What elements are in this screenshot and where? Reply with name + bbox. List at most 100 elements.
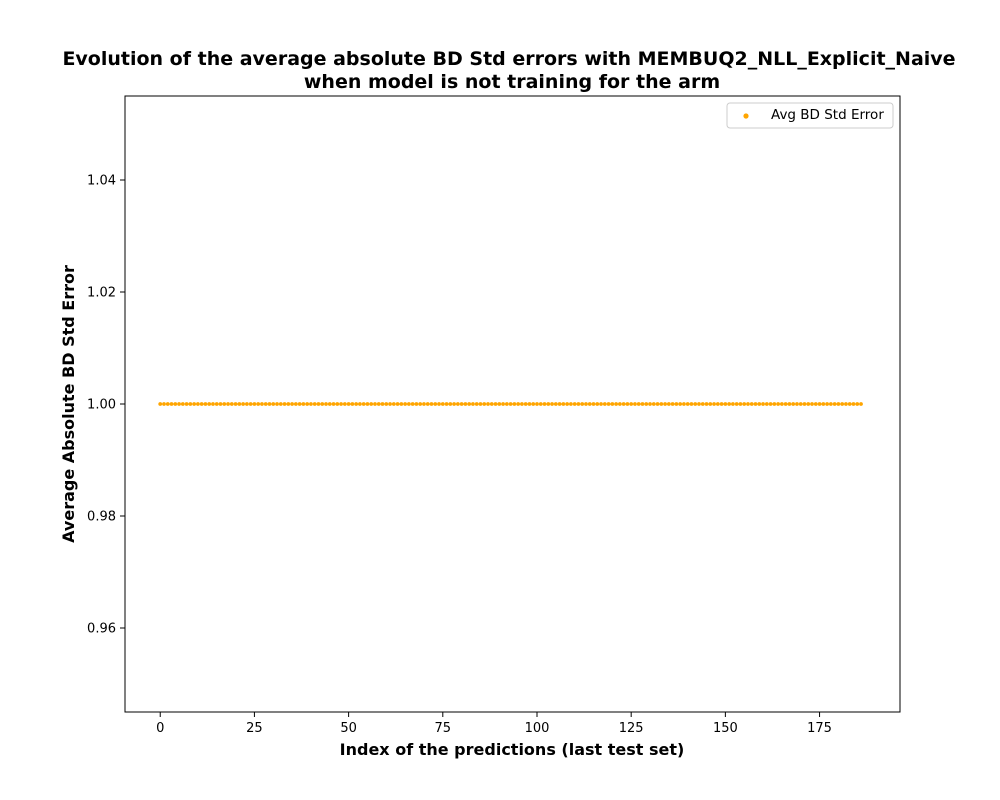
scatter-point xyxy=(361,402,366,406)
scatter-point xyxy=(388,402,392,406)
scatter-point xyxy=(550,402,554,406)
scatter-point xyxy=(331,402,336,406)
scatter-point xyxy=(218,402,223,406)
scatter-point xyxy=(599,402,603,406)
scatter-point xyxy=(655,402,660,406)
scatter-point xyxy=(825,402,829,406)
scatter-point xyxy=(293,402,298,406)
scatter-point xyxy=(425,402,430,406)
y-axis-ticks: 0.96 0.98 1.00 1.02 1.04 xyxy=(87,174,125,637)
scatter-point xyxy=(512,402,517,406)
scatter-point xyxy=(339,402,343,406)
scatter-point xyxy=(689,402,694,406)
scatter-point xyxy=(708,402,713,406)
scatter-point xyxy=(538,402,543,406)
legend-box xyxy=(726,102,894,129)
scatter-point xyxy=(244,402,249,406)
scatter-point xyxy=(810,402,814,406)
x-tick-label: 25 xyxy=(246,721,263,736)
scatter-point xyxy=(821,402,826,406)
scatter-point xyxy=(859,402,863,406)
scatter-point xyxy=(448,402,453,406)
scatter-point xyxy=(783,402,788,406)
scatter-point xyxy=(836,402,841,406)
scatter-point xyxy=(738,402,743,406)
scatter-point xyxy=(429,402,434,406)
scatter-point xyxy=(855,402,860,406)
scatter-point xyxy=(828,402,833,406)
chart-title-line-1: Evolution of the average absolute BD Std… xyxy=(62,48,955,70)
scatter-point xyxy=(764,402,769,406)
scatter-point xyxy=(478,402,483,406)
scatter-point xyxy=(727,402,732,406)
scatter-point xyxy=(316,402,321,406)
scatter-point xyxy=(761,402,765,406)
scatter-point xyxy=(177,402,181,406)
scatter-point xyxy=(493,402,498,406)
scatter-point xyxy=(535,402,539,406)
scatter-point xyxy=(241,402,246,406)
scatter-point xyxy=(629,402,634,406)
scatter-point xyxy=(459,402,464,406)
scatter-point xyxy=(437,402,441,406)
scatter-point xyxy=(723,402,728,406)
scatter-point xyxy=(644,402,649,406)
scatter-point xyxy=(697,402,701,406)
scatter-point xyxy=(271,402,276,406)
scatter-point xyxy=(474,402,479,406)
scatter-point xyxy=(312,402,317,406)
scatter-point xyxy=(214,402,219,406)
scatter-point xyxy=(757,402,762,406)
scatter-point xyxy=(663,402,667,406)
scatter-point xyxy=(731,402,735,406)
scatter-point xyxy=(278,402,283,406)
scatter-point xyxy=(561,402,566,406)
scatter-point xyxy=(391,402,396,406)
scatter-point xyxy=(576,402,581,406)
x-axis-label: Index of the predictions (last test set) xyxy=(340,740,685,759)
scatter-point xyxy=(263,402,268,406)
scatter-point xyxy=(806,402,811,406)
scatter-point xyxy=(520,402,524,406)
y-tick-label: 1.00 xyxy=(87,398,116,413)
chart-title-line-2: when model is not training for the arm xyxy=(304,71,720,93)
scatter-point xyxy=(546,402,551,406)
x-tick-label: 150 xyxy=(713,721,738,736)
scatter-point xyxy=(418,402,423,406)
scatter-point xyxy=(753,402,758,406)
scatter-point xyxy=(719,402,724,406)
x-tick-label: 100 xyxy=(525,721,550,736)
scatter-point xyxy=(365,402,370,406)
scatter-point xyxy=(406,402,411,406)
scatter-point xyxy=(614,402,619,406)
scatter-point xyxy=(648,402,652,406)
scatter-point xyxy=(410,402,415,406)
scatter-point xyxy=(523,402,528,406)
y-axis-label: Average Absolute BD Std Error xyxy=(59,265,78,543)
x-tick-label: 175 xyxy=(807,721,832,736)
x-tick-label: 50 xyxy=(340,721,357,736)
scatter-point xyxy=(580,402,585,406)
scatter-point xyxy=(772,402,777,406)
scatter-point xyxy=(199,402,204,406)
scatter-point xyxy=(282,402,287,406)
scatter-point xyxy=(162,402,166,406)
scatter-point xyxy=(455,402,460,406)
scatter-point xyxy=(399,402,404,406)
scatter-point xyxy=(403,402,408,406)
scatter-point xyxy=(467,402,472,406)
scatter-point xyxy=(165,402,170,406)
scatter-point xyxy=(651,402,656,406)
scatter-point xyxy=(746,402,750,406)
scatter-point xyxy=(700,402,705,406)
scatter-point xyxy=(704,402,709,406)
scatter-point xyxy=(591,402,596,406)
x-tick-label: 75 xyxy=(435,721,452,736)
scatter-point xyxy=(440,402,445,406)
scatter-point xyxy=(666,402,671,406)
scatter-point xyxy=(508,402,513,406)
scatter-point xyxy=(335,402,340,406)
scatter-point xyxy=(309,402,313,406)
scatter-point xyxy=(749,402,754,406)
scatter-point xyxy=(192,402,197,406)
